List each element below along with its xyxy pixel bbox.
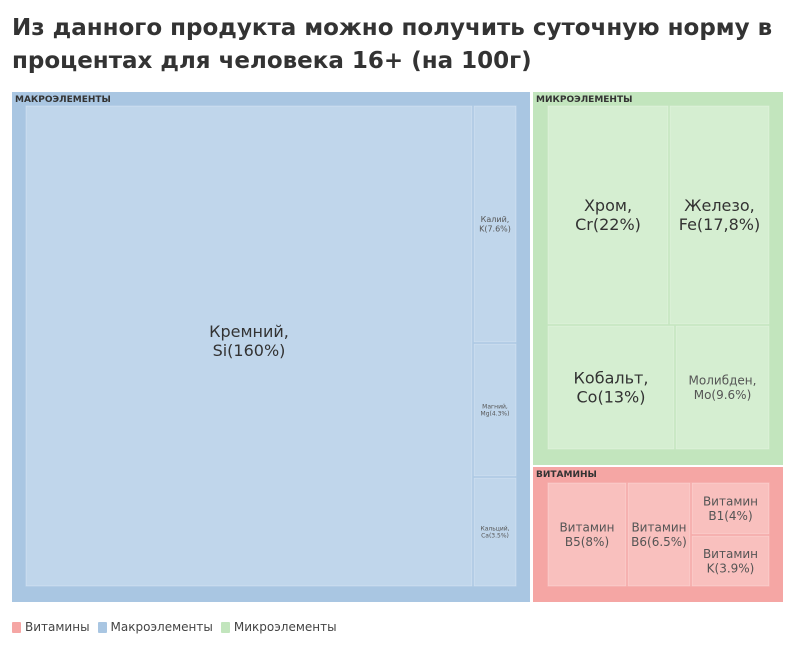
tile-label: Витамин B5(8%): [559, 521, 614, 549]
tile-хром-cr-22[interactable]: Хром, Cr(22%): [547, 105, 669, 325]
tile-витамин-k-3-9[interactable]: Витамин K(3.9%): [691, 535, 770, 587]
tile-калий-k-7-6[interactable]: Калий, K(7.6%): [473, 105, 517, 343]
tile-rect: [547, 325, 675, 450]
group-header: МАКРОЭЛЕМЕНТЫ: [15, 95, 111, 105]
legend-label: Микроэлементы: [233, 620, 337, 634]
group-vit: ВИТАМИНЫ Витамин B5(8%) Витамин B6(6.5%) Вита…: [533, 467, 783, 602]
tile-кобальт-co-13[interactable]: Кобальт, Co(13%): [547, 325, 675, 450]
group-header: ВИТАМИНЫ: [536, 470, 597, 480]
tile-rect: [691, 482, 770, 535]
tile-rect: [473, 105, 517, 343]
tile-label: Кобальт, Co(13%): [574, 369, 649, 407]
group-micro: МИКРОЭЛЕМЕНТЫ Хром, Cr(22%) Железо, Fe(17,8%…: [533, 92, 783, 465]
tile-label: Железо, Fe(17,8%): [679, 196, 760, 234]
group-header: МИКРОЭЛЕМЕНТЫ: [536, 95, 632, 105]
tile-витамин-b6-6-5[interactable]: Витамин B6(6.5%): [627, 482, 691, 587]
tile-железо-fe-17-8[interactable]: Железо, Fe(17,8%): [669, 105, 770, 325]
legend-swatch: [97, 621, 107, 633]
tile-label: Витамин B1(4%): [703, 495, 758, 523]
tile-label: Магний, Mg(4.3%): [481, 404, 510, 418]
legend-swatch: [220, 621, 230, 633]
legend-swatch: [12, 621, 21, 633]
legend-item-витамины[interactable]: Витамины: [12, 620, 90, 634]
tile-rect: [547, 105, 669, 325]
group-macro: МАКРОЭЛЕМЕНТЫ Кремний, Si(160%) Калий, K(7.6…: [12, 92, 530, 602]
legend-label: Витамины: [25, 620, 90, 634]
tile-rect: [473, 343, 517, 477]
tile-кальций-ca-3-5[interactable]: Кальций, Ca(3.5%): [473, 477, 517, 587]
legend: Витамины Макроэлементы Микроэлементы: [12, 618, 345, 636]
legend-item-микроэлементы[interactable]: Микроэлементы: [220, 620, 337, 634]
tile-rect: [547, 482, 627, 587]
tile-витамин-b5-8[interactable]: Витамин B5(8%): [547, 482, 627, 587]
tile-rect: [675, 325, 770, 450]
tile-rect: [691, 535, 770, 587]
tile-label: Кремний, Si(160%): [209, 322, 289, 360]
tile-витамин-b1-4[interactable]: Витамин B1(4%): [691, 482, 770, 535]
tile-label: Кальций, Ca(3.5%): [480, 526, 509, 540]
tile-label: Витамин K(3.9%): [703, 547, 758, 575]
legend-item-макроэлементы[interactable]: Макроэлементы: [97, 620, 213, 634]
tile-магний-mg-4-3[interactable]: Магний, Mg(4.3%): [473, 343, 517, 477]
tile-rect: [627, 482, 691, 587]
chart-title: Из данного продукта можно получить суточ…: [12, 15, 773, 74]
tile-молибден-mo-9-6[interactable]: Молибден, Mo(9.6%): [675, 325, 770, 450]
tile-label: Молибден, Mo(9.6%): [689, 374, 757, 402]
tile-rect: [25, 105, 473, 587]
tile-label: Калий, K(7.6%): [479, 215, 511, 234]
tile-rect: [669, 105, 770, 325]
legend-label: Макроэлементы: [110, 620, 213, 634]
tile-label: Витамин B6(6.5%): [631, 521, 687, 549]
tile-кремний-si-160[interactable]: Кремний, Si(160%): [25, 105, 473, 587]
tile-rect: [473, 477, 517, 587]
tile-label: Хром, Cr(22%): [575, 196, 641, 234]
